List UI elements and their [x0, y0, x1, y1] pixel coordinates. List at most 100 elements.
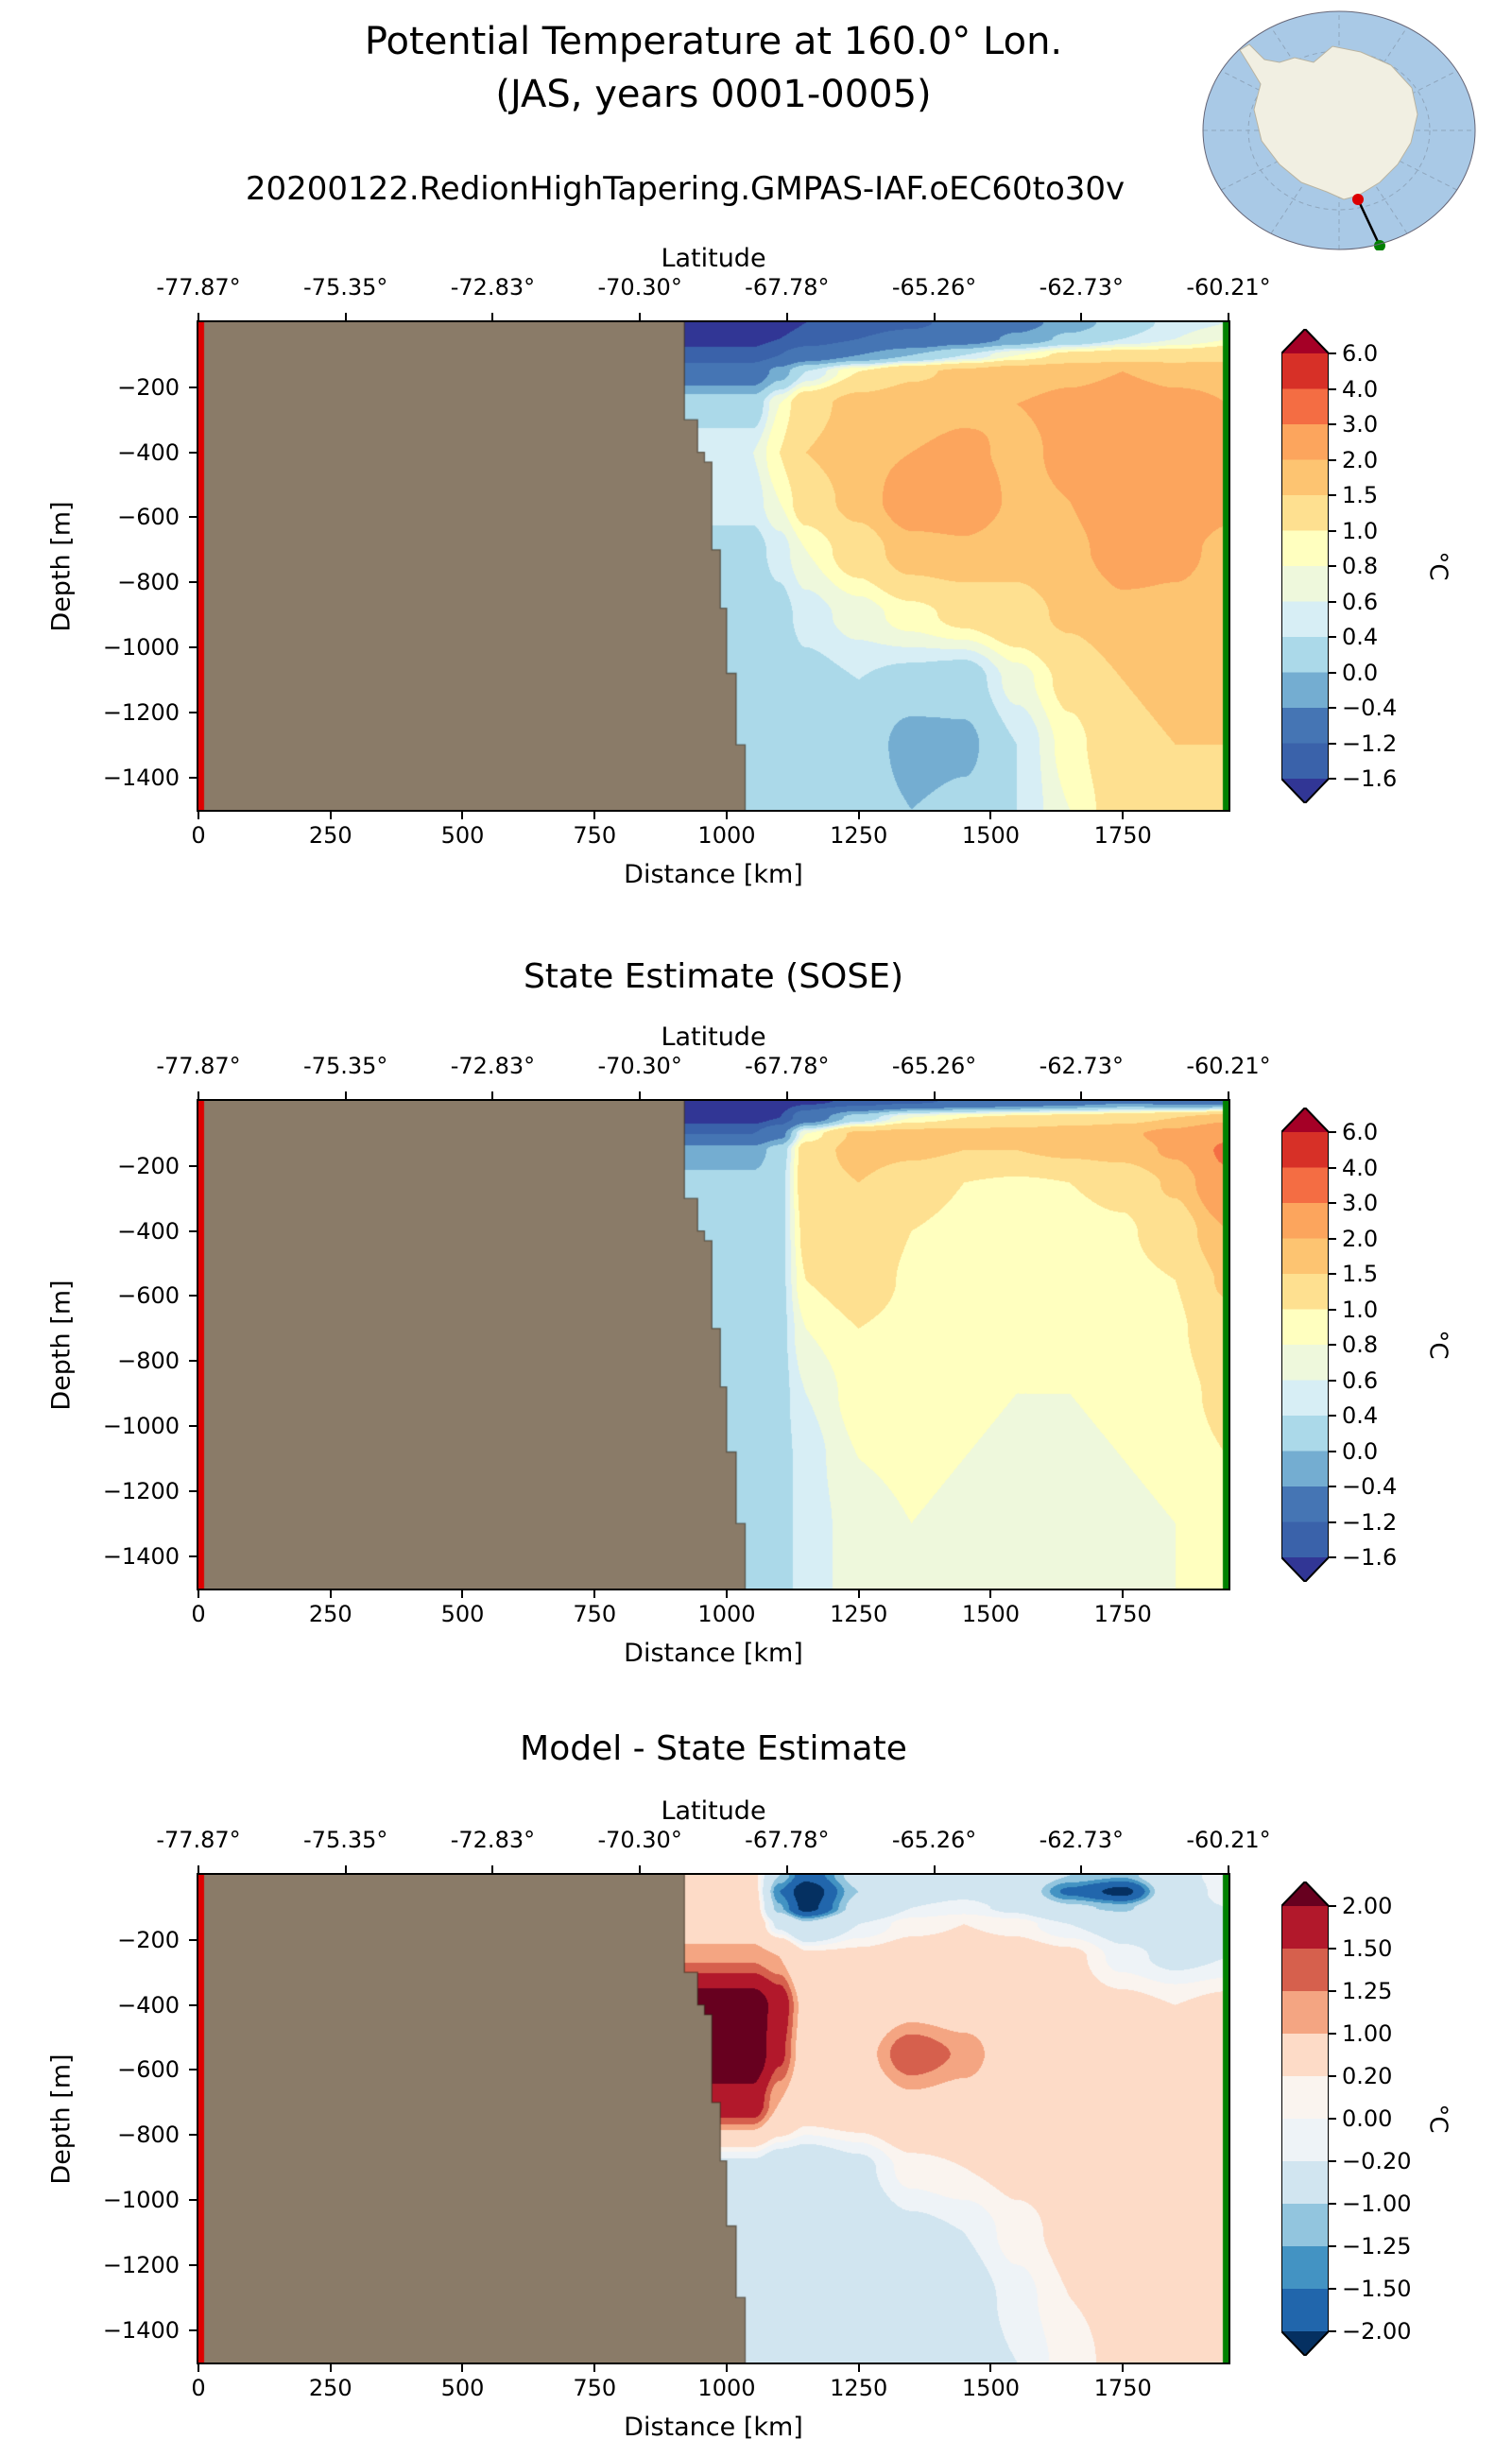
colorbar-tick-label: 6.0 — [1342, 340, 1379, 367]
latitude-tick-label: -70.30° — [597, 274, 682, 301]
colorbar-tick-mark — [1329, 1344, 1336, 1346]
latitude-tick-mark — [933, 1865, 936, 1875]
distance-tick-label: 1250 — [830, 1601, 888, 1627]
latitude-tick-label: -67.78° — [745, 1053, 830, 1079]
distance-tick-mark — [329, 2362, 332, 2372]
colorbar-tick-mark — [1329, 458, 1336, 461]
colorbar-tick-mark — [1329, 494, 1336, 496]
distance-tick-label: 250 — [308, 1601, 352, 1627]
distance-tick-label: 0 — [191, 822, 206, 849]
colorbar-tick-mark — [1329, 2245, 1336, 2247]
latitude-tick-label: -77.87° — [156, 1827, 241, 1853]
colorbar-tick-label: 1.50 — [1342, 1935, 1393, 1962]
distance-tick-mark — [725, 2362, 728, 2372]
depth-tick-mark — [189, 2199, 198, 2201]
colorbar-tick-mark — [1329, 1379, 1336, 1382]
colorbar-tick-mark — [1329, 1237, 1336, 1240]
colorbar-tick-label: 1.5 — [1342, 482, 1379, 508]
depth-tick-label: −400 — [117, 1991, 180, 2019]
distance-tick-label: 1000 — [697, 822, 756, 849]
depth-tick-label: −600 — [117, 1282, 180, 1310]
distance-tick-mark — [329, 1589, 332, 1598]
latitude-tick-mark — [933, 313, 936, 322]
panel-title-sose: State Estimate (SOSE) — [523, 957, 904, 996]
colorbar-tick-mark — [1329, 2033, 1336, 2035]
colorbar-tick-label: 3.0 — [1342, 1190, 1379, 1216]
latitude-tick-mark — [491, 313, 494, 322]
temperature-field-model — [198, 322, 1228, 810]
colorbar-tick-label: 1.00 — [1342, 2020, 1393, 2047]
latitude-tick-label: -67.78° — [745, 274, 830, 301]
depth-tick-mark — [189, 1360, 198, 1363]
colorbar-tick-mark — [1329, 352, 1336, 354]
distance-tick-label: 250 — [308, 2375, 352, 2401]
figure-title-line1: Potential Temperature at 160.0° Lon. — [364, 20, 1063, 63]
colorbar-tick-label: 1.5 — [1342, 1261, 1379, 1287]
figure-title-line2: (JAS, years 0001-0005) — [495, 73, 932, 116]
colorbar-tick-label: 0.00 — [1342, 2105, 1393, 2132]
distance-tick-label: 1750 — [1093, 2375, 1152, 2401]
latitude-tick-mark — [198, 1865, 199, 1875]
plot-frame — [197, 1099, 1230, 1590]
distance-tick-mark — [1122, 810, 1125, 819]
distance-tick-mark — [857, 2362, 860, 2372]
colorbar-tick-label: −1.2 — [1342, 1508, 1398, 1536]
distance-tick-label: 500 — [440, 822, 485, 849]
latitude-tick-label: -77.87° — [156, 274, 241, 301]
distance-axis-title: Distance [km] — [624, 860, 803, 889]
latitude-tick-label: -65.26° — [891, 1827, 977, 1853]
distance-tick-label: 1750 — [1093, 822, 1152, 849]
distance-tick-mark — [198, 1589, 199, 1598]
colorbar-tick-mark — [1329, 1948, 1336, 1950]
distance-tick-label: 750 — [573, 822, 617, 849]
colorbar-tick-mark — [1329, 423, 1336, 425]
latitude-tick-mark — [1080, 1865, 1083, 1875]
colorbar-tick-label: −0.4 — [1342, 695, 1398, 721]
depth-axis-title: Depth [m] — [46, 500, 77, 632]
colorbar-tick-mark — [1329, 2330, 1336, 2332]
depth-tick-label: −400 — [117, 1217, 180, 1245]
depth-tick-label: −800 — [117, 1348, 180, 1375]
plot-frame — [197, 320, 1230, 812]
latitude-tick-label: -65.26° — [891, 274, 977, 301]
distance-tick-mark — [989, 2362, 992, 2372]
depth-tick-label: −200 — [117, 373, 180, 401]
distance-tick-label: 750 — [573, 1601, 617, 1627]
colorbar-tick-mark — [1329, 778, 1336, 780]
colorbar-tick-label: 2.00 — [1342, 1893, 1393, 1919]
colorbar-tick-mark — [1329, 387, 1336, 390]
distance-tick-mark — [593, 2362, 596, 2372]
colorbar-tick-mark — [1329, 707, 1336, 709]
colorbar-tick-mark — [1329, 2203, 1336, 2205]
distance-axis-title: Distance [km] — [624, 2413, 803, 2442]
latitude-tick-label: -67.78° — [745, 1827, 830, 1853]
depth-tick-label: −1400 — [102, 1542, 180, 1570]
depth-tick-mark — [189, 516, 198, 519]
colorbar-tick-label: −1.2 — [1342, 730, 1398, 757]
depth-tick-label: −800 — [117, 2122, 180, 2149]
depth-tick-mark — [189, 1229, 198, 1232]
latitude-tick-label: -72.83° — [450, 274, 536, 301]
latitude-tick-label: -75.35° — [303, 1827, 388, 1853]
panel-title-diff: Model - State Estimate — [520, 1729, 907, 1768]
colorbar-tick-label: 4.0 — [1342, 1154, 1379, 1181]
latitude-tick-label: -70.30° — [597, 1053, 682, 1079]
distance-tick-mark — [857, 1589, 860, 1598]
latitude-tick-mark — [1080, 313, 1083, 322]
distance-tick-label: 250 — [308, 822, 352, 849]
depth-tick-label: −1200 — [102, 698, 180, 726]
depth-tick-label: −200 — [117, 1152, 180, 1179]
colorbar-tick-mark — [1329, 1166, 1336, 1169]
latitude-tick-mark — [1228, 1091, 1229, 1101]
distance-tick-label: 1250 — [830, 2375, 888, 2401]
colorbar-tick-mark — [1329, 2118, 1336, 2120]
distance-tick-label: 500 — [440, 2375, 485, 2401]
colorbar-tick-label: 1.25 — [1342, 1978, 1393, 2004]
distance-tick-mark — [725, 810, 728, 819]
depth-tick-label: −400 — [117, 438, 180, 466]
colorbar-tick-label: 2.0 — [1342, 446, 1379, 473]
depth-tick-mark — [189, 1489, 198, 1492]
distance-tick-label: 1500 — [961, 822, 1020, 849]
